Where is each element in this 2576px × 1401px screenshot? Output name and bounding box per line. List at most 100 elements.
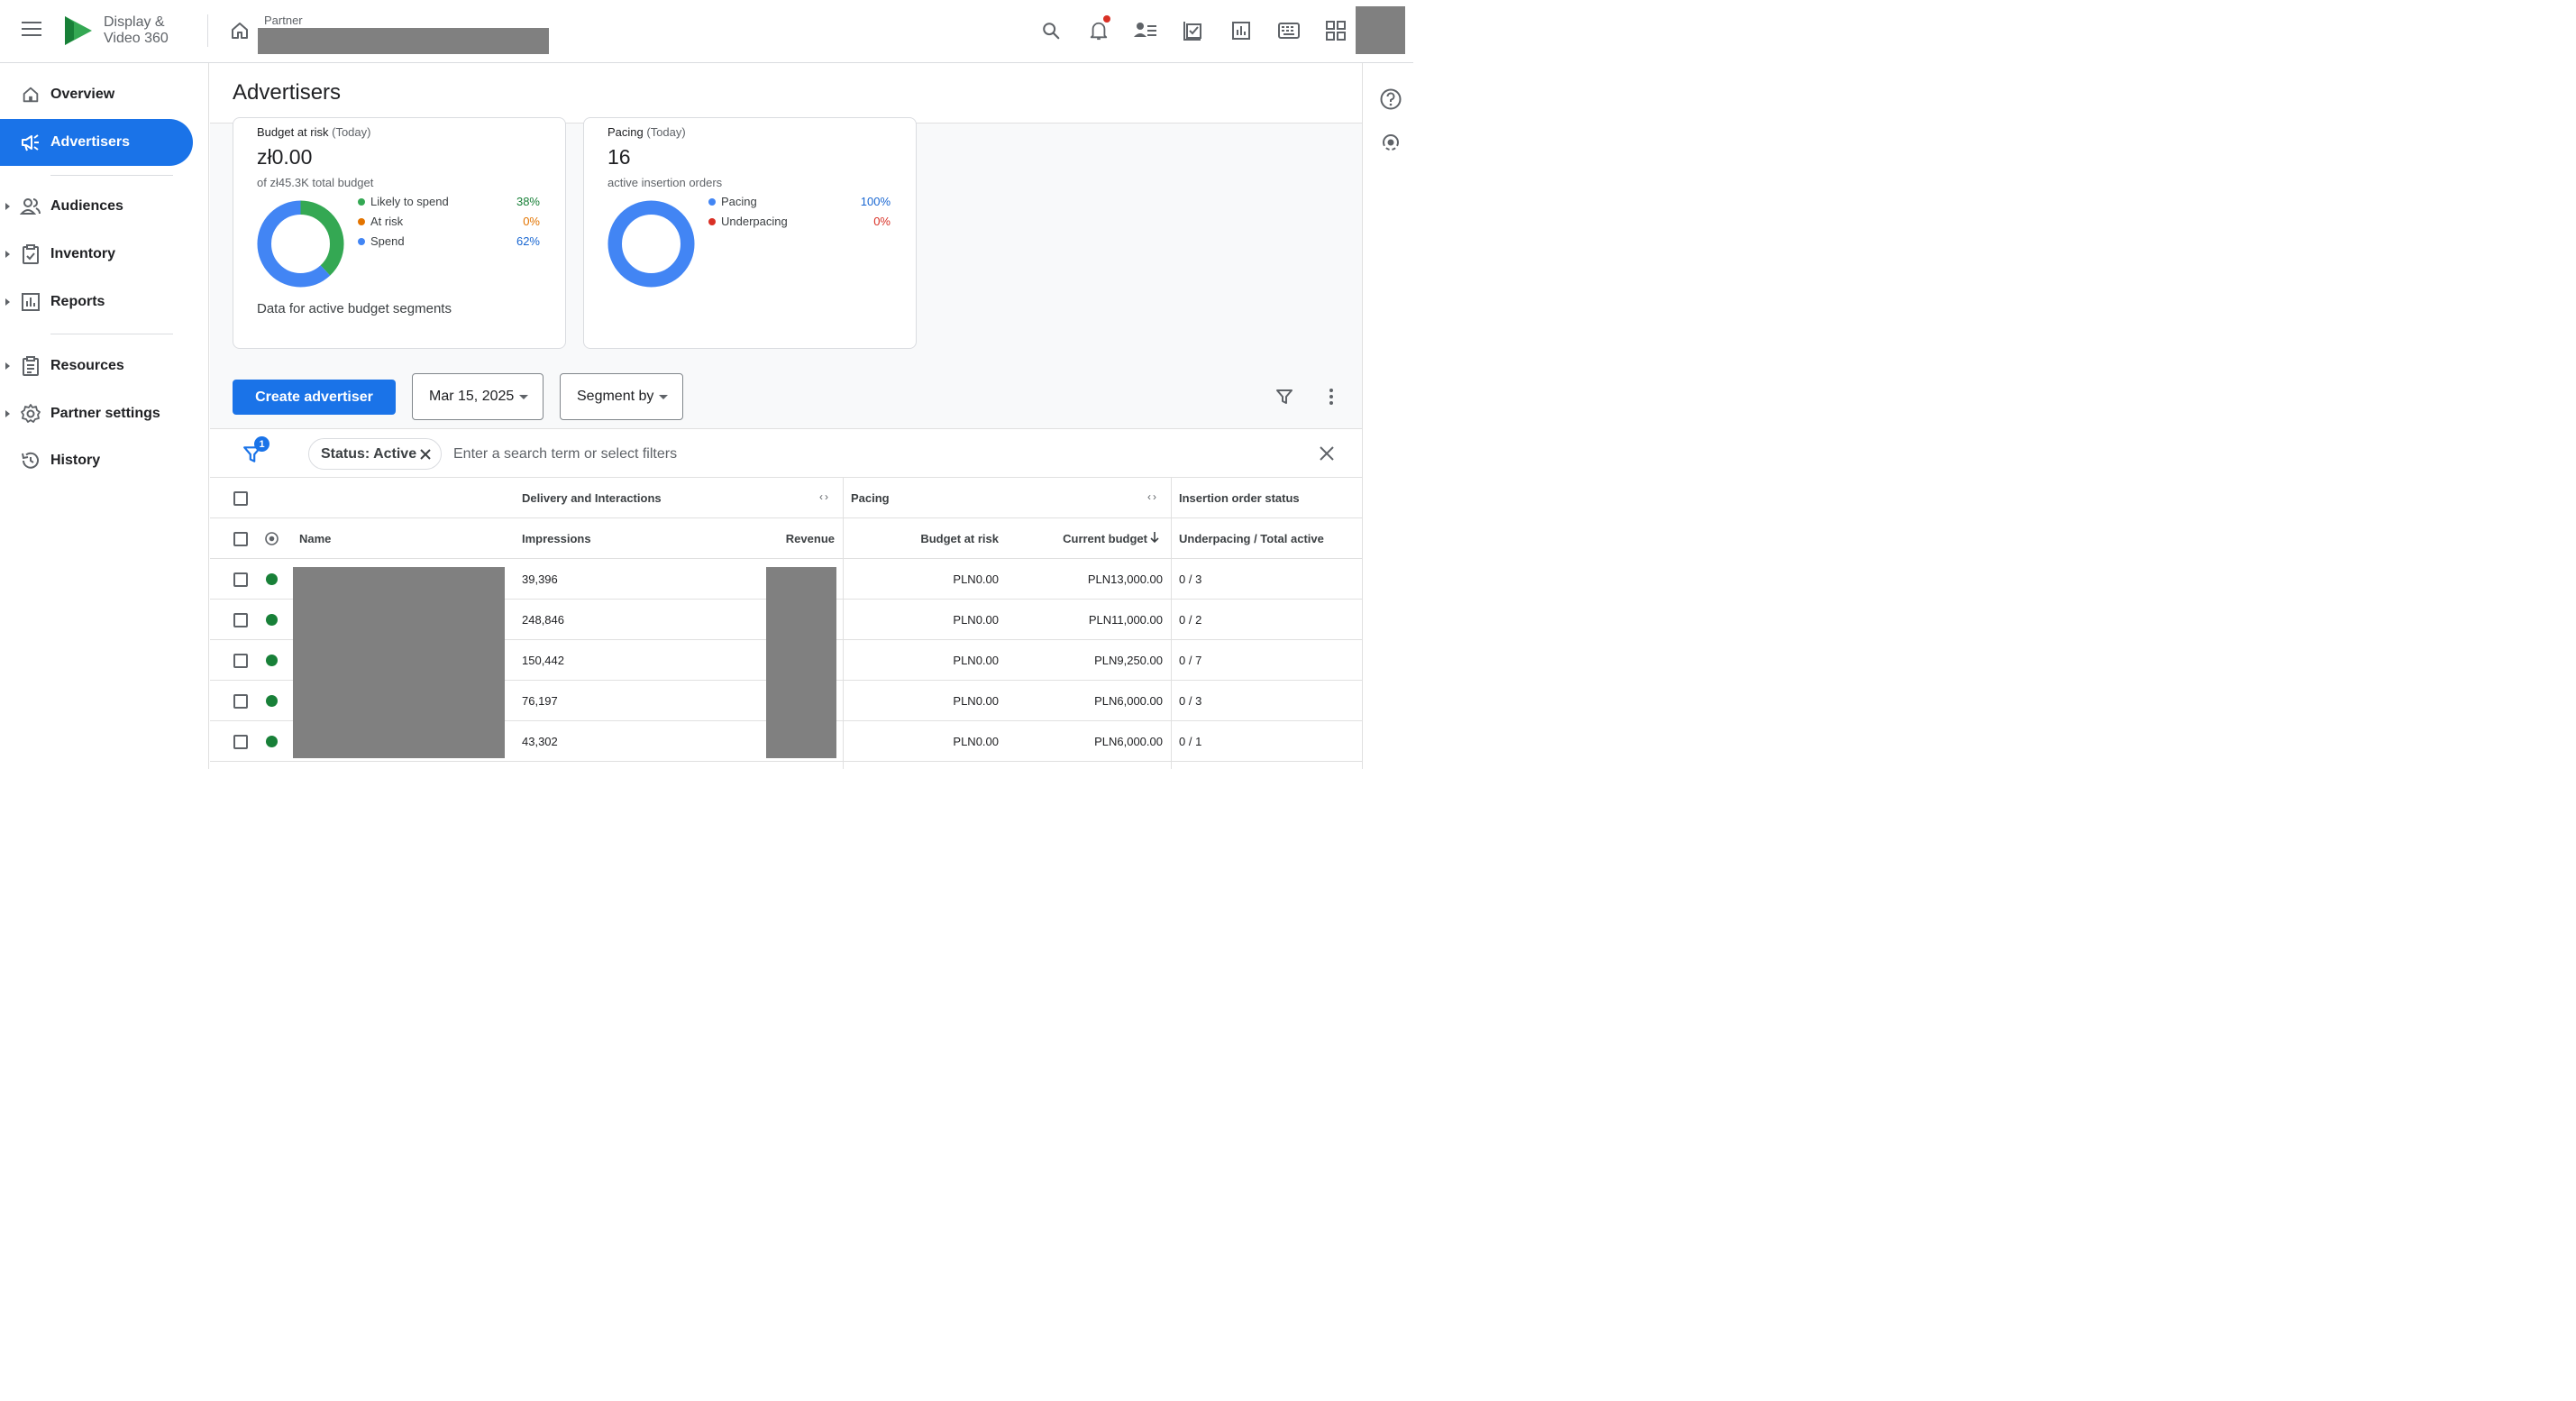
expand-caret-icon[interactable] xyxy=(5,362,10,370)
donut-slice-spend xyxy=(257,200,344,288)
sidebar-item-overview[interactable]: Overview xyxy=(0,71,193,118)
row-checkbox[interactable] xyxy=(233,735,248,749)
document-icon xyxy=(20,355,41,377)
row-checkbox[interactable] xyxy=(233,613,248,627)
row-checkbox[interactable] xyxy=(233,694,248,709)
status-active-dot xyxy=(266,573,278,585)
account-list-icon[interactable] xyxy=(1134,18,1157,43)
help-icon[interactable] xyxy=(1379,87,1402,111)
group-header-delivery: Delivery and Interactions xyxy=(522,491,662,505)
sidebar-item-reports[interactable]: Reports xyxy=(0,279,193,325)
expand-columns-icon[interactable]: ‹› xyxy=(1147,490,1158,503)
sort-arrow-down-icon[interactable] xyxy=(1150,531,1159,544)
divider xyxy=(50,175,173,176)
status-active-dot xyxy=(266,736,278,747)
close-icon[interactable] xyxy=(1319,445,1335,462)
sidebar-item-history[interactable]: History xyxy=(0,437,193,484)
legend-label: Underpacing xyxy=(721,215,788,228)
sidebar-item-audiences[interactable]: Audiences xyxy=(0,183,193,230)
impressions-cell: 76,197 xyxy=(522,694,558,708)
pacing-donut-chart xyxy=(607,200,695,288)
current-budget-cell: PLN13,000.00 xyxy=(1087,572,1163,586)
apps-grid-icon[interactable] xyxy=(1324,18,1347,43)
active-insertion-orders-label: active insertion orders xyxy=(607,176,723,189)
create-advertiser-button[interactable]: Create advertiser xyxy=(233,380,396,415)
row-checkbox[interactable] xyxy=(233,572,248,587)
expand-caret-icon[interactable] xyxy=(5,410,10,417)
card-title-text: Pacing xyxy=(607,125,644,139)
card-title-suffix: (Today) xyxy=(332,125,371,139)
notifications-icon[interactable] xyxy=(1087,15,1110,43)
table-group-header-row: Delivery and Interactions ‹› Pacing ‹› I… xyxy=(210,478,1362,518)
row-checkbox[interactable] xyxy=(233,654,248,668)
underpacing-cell: 0 / 7 xyxy=(1179,654,1202,667)
sidebar: Overview Advertisers Audiences Inventory… xyxy=(0,63,209,769)
column-header-budget-at-risk[interactable]: Budget at risk xyxy=(920,532,999,545)
underpacing-cell: 0 / 3 xyxy=(1179,694,1202,708)
expand-columns-icon[interactable]: ‹› xyxy=(819,490,830,503)
insights-icon[interactable] xyxy=(1379,131,1402,154)
partner-name-redacted[interactable] xyxy=(258,28,549,54)
active-insertion-orders-count: 16 xyxy=(607,145,631,169)
sidebar-item-label: Inventory xyxy=(50,246,116,261)
avatar[interactable] xyxy=(1356,6,1405,54)
expand-caret-icon[interactable] xyxy=(5,203,10,210)
underpacing-cell: 0 / 2 xyxy=(1179,613,1202,627)
filter-icon[interactable] xyxy=(1272,384,1297,409)
column-header-name[interactable]: Name xyxy=(299,532,332,545)
keyboard-icon[interactable] xyxy=(1277,18,1301,43)
pacing-card: Pacing (Today) 16 active insertion order… xyxy=(583,117,917,349)
chip-label: Status: Active xyxy=(321,445,417,462)
sidebar-item-inventory[interactable]: Inventory xyxy=(0,231,193,278)
budget-at-risk-cell: PLN0.00 xyxy=(953,654,999,667)
table-row[interactable]: 43,302 PLN0.00 PLN6,000.00 0 / 1 xyxy=(210,721,1362,762)
date-picker-dropdown[interactable]: Mar 15, 2025 xyxy=(412,373,544,420)
segment-by-label: Segment by xyxy=(577,389,654,404)
current-budget-cell: PLN11,000.00 xyxy=(1088,613,1163,627)
reports-icon[interactable] xyxy=(1229,18,1253,43)
column-divider xyxy=(1171,478,1172,769)
home-icon[interactable] xyxy=(229,20,251,41)
sidebar-item-partner-settings[interactable]: Partner settings xyxy=(0,390,193,437)
column-header-impressions[interactable]: Impressions xyxy=(522,532,591,545)
select-all-checkbox[interactable] xyxy=(233,491,248,506)
column-header-revenue[interactable]: Revenue xyxy=(785,532,835,545)
history-icon xyxy=(20,450,41,472)
table-header-row: Name Impressions Revenue Budget at risk … xyxy=(210,518,1362,559)
status-column-icon[interactable] xyxy=(264,531,279,546)
sidebar-item-label: Advertisers xyxy=(50,134,131,150)
remove-filter-icon[interactable] xyxy=(419,448,432,461)
sidebar-item-resources[interactable]: Resources xyxy=(0,343,193,389)
search-input[interactable] xyxy=(446,443,1077,466)
chevron-down-icon xyxy=(519,395,528,399)
status-active-dot xyxy=(266,695,278,707)
budget-at-risk-cell: PLN0.00 xyxy=(953,572,999,586)
more-vert-icon[interactable] xyxy=(1319,384,1344,409)
revenue-values-redacted xyxy=(766,567,836,758)
group-header-pacing: Pacing xyxy=(851,491,890,505)
segment-by-dropdown[interactable]: Segment by xyxy=(560,373,683,420)
expand-caret-icon[interactable] xyxy=(5,298,10,306)
page-header: Advertisers xyxy=(210,63,1362,124)
column-header-current-budget[interactable]: Current budget xyxy=(1063,532,1147,545)
legend-dot xyxy=(358,198,365,206)
impressions-cell: 43,302 xyxy=(522,735,558,748)
select-all-checkbox[interactable] xyxy=(233,532,248,546)
dv360-logo[interactable] xyxy=(61,14,96,48)
status-filter-chip[interactable]: Status: Active xyxy=(308,438,442,470)
sidebar-item-label: Overview xyxy=(50,87,115,102)
legend-item: Pacing 100% xyxy=(708,194,891,212)
expand-caret-icon[interactable] xyxy=(5,251,10,258)
impressions-cell: 150,442 xyxy=(522,654,564,667)
column-header-underpacing[interactable]: Underpacing / Total active xyxy=(1179,532,1324,545)
menu-icon[interactable] xyxy=(22,22,41,38)
sidebar-item-advertisers[interactable]: Advertisers xyxy=(0,119,193,166)
legend-dot xyxy=(358,238,365,245)
budget-at-risk-cell: PLN0.00 xyxy=(953,735,999,748)
budget-at-risk-cell: PLN0.00 xyxy=(953,613,999,627)
search-icon[interactable] xyxy=(1039,18,1063,43)
legend-dot xyxy=(358,218,365,225)
tasks-icon[interactable] xyxy=(1182,18,1205,43)
legend-label: Spend xyxy=(370,234,405,248)
sidebar-item-label: Reports xyxy=(50,294,105,309)
